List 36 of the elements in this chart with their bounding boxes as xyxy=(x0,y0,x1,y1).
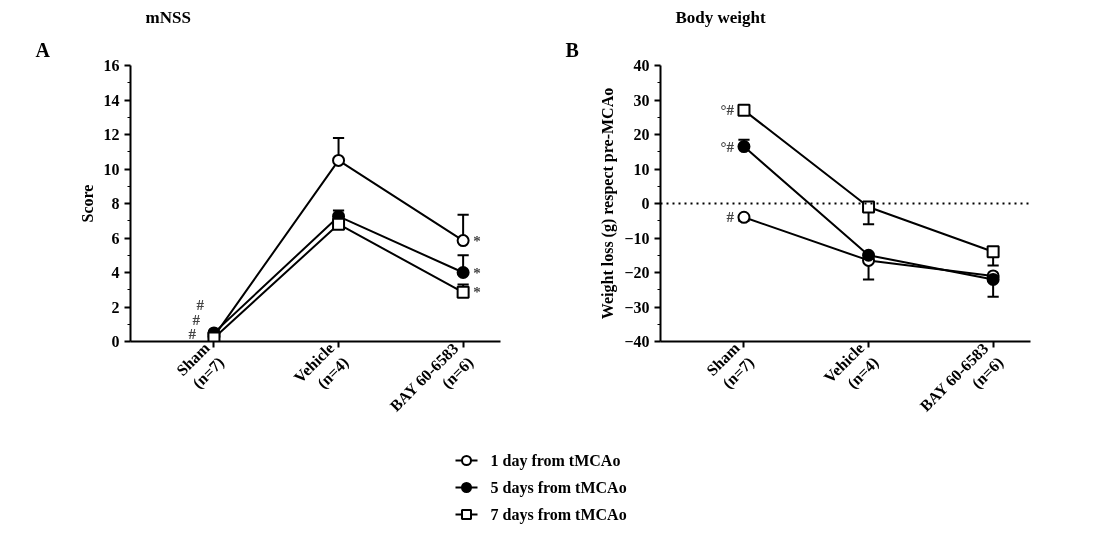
y-tick-label: 14 xyxy=(103,91,120,109)
y-tick-label: −40 xyxy=(624,333,650,350)
y-tick-label: 30 xyxy=(633,91,650,109)
y-axis-title: Weight loss (g) respect pre-MCAo xyxy=(599,87,618,320)
y-tick-label: 10 xyxy=(103,160,120,178)
y-tick-label: 8 xyxy=(111,195,120,212)
y-tick-label: 4 xyxy=(111,264,120,281)
y-tick-label: 16 xyxy=(103,57,120,74)
legend-label: 7 days from tMCAo xyxy=(490,506,627,524)
annotation: # xyxy=(188,326,197,343)
legend-label: 5 days from tMCAo xyxy=(490,479,627,497)
annotation: # xyxy=(192,312,201,329)
legend-label: 1 day from tMCAo xyxy=(490,452,621,470)
y-tick-label: 12 xyxy=(103,126,120,143)
annotation: * xyxy=(473,284,481,301)
y-tick-label: −30 xyxy=(624,298,650,316)
annotation: °# xyxy=(720,138,735,155)
annotation: °# xyxy=(720,102,735,119)
annotation: * xyxy=(473,232,481,249)
y-tick-label: 6 xyxy=(111,229,120,247)
annotation: # xyxy=(196,296,205,313)
annotation: # xyxy=(726,209,735,226)
y-tick-label: −10 xyxy=(624,229,650,247)
y-tick-label: 0 xyxy=(641,195,650,212)
y-axis-title: Score xyxy=(78,184,96,223)
y-tick-label: 40 xyxy=(633,57,650,74)
chart-title: Body weight xyxy=(675,7,767,27)
y-tick-label: 20 xyxy=(633,126,650,143)
chart-title: mNSS xyxy=(145,7,191,27)
text: A xyxy=(35,38,51,61)
y-tick-label: −20 xyxy=(624,264,650,281)
y-tick-label: 10 xyxy=(633,160,650,178)
y-tick-label: 2 xyxy=(111,298,120,316)
text: B xyxy=(565,38,579,61)
y-tick-label: 0 xyxy=(111,333,120,350)
annotation: * xyxy=(473,264,481,281)
